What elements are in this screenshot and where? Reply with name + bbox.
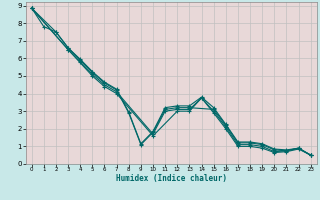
X-axis label: Humidex (Indice chaleur): Humidex (Indice chaleur) <box>116 174 227 183</box>
